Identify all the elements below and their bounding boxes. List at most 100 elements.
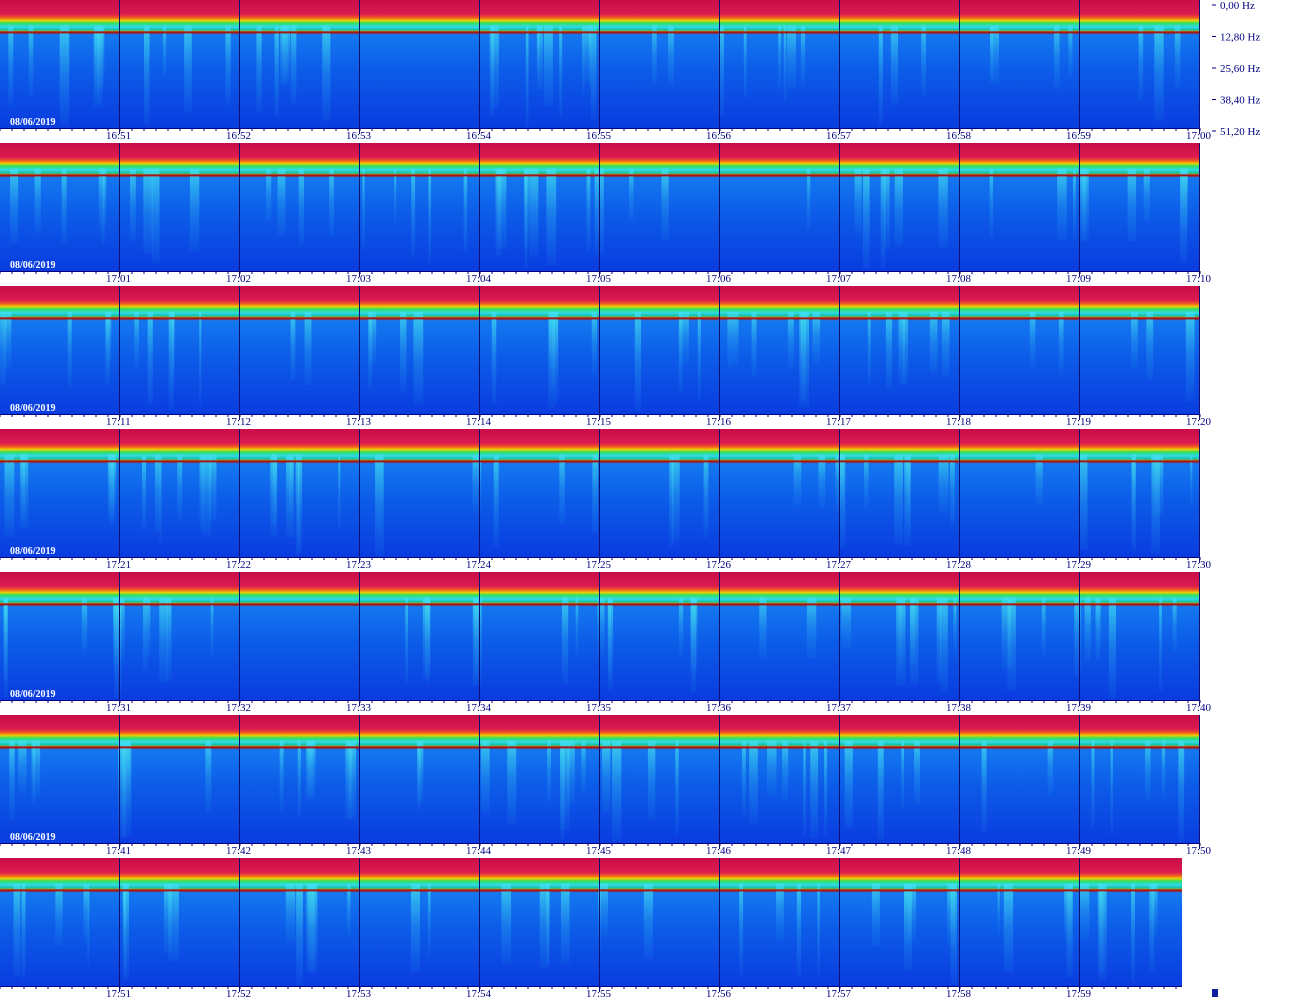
time-label: 17:09 bbox=[1066, 273, 1092, 285]
spectral-streak bbox=[775, 883, 784, 941]
spectral-streak bbox=[410, 883, 420, 974]
spectral-streak bbox=[547, 740, 551, 804]
time-label: 17:27 bbox=[826, 559, 852, 571]
spectral-streak bbox=[529, 168, 539, 257]
spectral-streak bbox=[1057, 168, 1067, 240]
spectral-streak bbox=[1074, 597, 1081, 676]
spectral-streak bbox=[906, 454, 911, 524]
time-label: 16:59 bbox=[1066, 130, 1092, 142]
spectral-streak bbox=[871, 883, 880, 946]
spectral-streak bbox=[667, 25, 674, 86]
spectral-streak bbox=[914, 740, 921, 805]
spectral-streak bbox=[417, 740, 421, 809]
spectral-streak bbox=[427, 883, 431, 957]
spectral-streak bbox=[474, 597, 479, 680]
spectral-streak bbox=[394, 168, 397, 223]
spectral-streak bbox=[1053, 25, 1060, 89]
spectral-streak bbox=[1029, 311, 1036, 368]
spectral-streak bbox=[607, 597, 614, 690]
time-label: 16:56 bbox=[706, 130, 732, 142]
spectral-streak bbox=[177, 454, 183, 519]
time-label: 16:53 bbox=[346, 130, 372, 142]
spectral-streak bbox=[205, 740, 212, 813]
spectral-streak bbox=[308, 883, 318, 972]
spectral-streak bbox=[1097, 597, 1101, 659]
spectral-streak bbox=[424, 597, 431, 683]
spectral-streak bbox=[812, 311, 821, 364]
spectral-streak bbox=[743, 25, 747, 98]
time-label: 17:43 bbox=[346, 845, 372, 857]
time-label: 17:06 bbox=[706, 273, 732, 285]
spectral-streak bbox=[491, 311, 497, 405]
spectral-streak bbox=[629, 168, 634, 221]
spectral-streak bbox=[524, 168, 528, 270]
date-label: 08/06/2019 bbox=[10, 832, 56, 843]
time-label: 16:51 bbox=[106, 130, 131, 142]
spectral-streak bbox=[864, 454, 869, 508]
spectral-streak bbox=[778, 25, 782, 89]
spectral-streak bbox=[806, 597, 817, 659]
time-label: 17:30 bbox=[1186, 559, 1212, 571]
spectral-streak bbox=[59, 25, 70, 127]
spectral-streak bbox=[741, 740, 746, 815]
spectral-streak bbox=[134, 311, 139, 369]
spectral-streak bbox=[1079, 454, 1088, 551]
spectral-streak bbox=[1138, 25, 1144, 100]
spectral-streak bbox=[878, 25, 883, 126]
spectral-streak bbox=[560, 740, 570, 830]
time-label: 17:12 bbox=[226, 416, 251, 428]
spectral-streak bbox=[0, 311, 7, 387]
spectral-streak bbox=[154, 454, 160, 532]
frequency-label: 0,00 Hz bbox=[1220, 0, 1255, 12]
time-label: 17:21 bbox=[106, 559, 131, 571]
spectral-streak bbox=[147, 311, 153, 406]
spectral-streak bbox=[81, 597, 88, 655]
spectral-streak bbox=[1143, 168, 1150, 222]
spectral-streak bbox=[256, 25, 262, 112]
spectral-streak bbox=[167, 597, 172, 682]
spectral-streak bbox=[894, 454, 903, 545]
spectral-streak bbox=[546, 168, 557, 266]
spectral-streak bbox=[584, 25, 592, 83]
spectral-streak bbox=[4, 454, 15, 538]
spectral-streak bbox=[129, 168, 136, 242]
time-label: 17:33 bbox=[346, 702, 372, 714]
spectral-streak bbox=[1146, 311, 1154, 380]
spectral-streak bbox=[669, 454, 674, 548]
spectral-streak bbox=[507, 740, 517, 823]
time-label: 17:38 bbox=[946, 702, 972, 714]
time-label: 17:14 bbox=[466, 416, 492, 428]
spectral-streak bbox=[582, 25, 585, 96]
spectral-streak bbox=[116, 597, 125, 663]
spectral-streak bbox=[346, 883, 351, 936]
time-label: 17:54 bbox=[466, 988, 492, 1000]
spectral-streak bbox=[369, 311, 377, 367]
spectral-streak bbox=[1161, 740, 1166, 799]
time-label: 17:52 bbox=[226, 988, 251, 1000]
date-label: 08/06/2019 bbox=[10, 403, 56, 414]
spectral-streak bbox=[297, 740, 301, 817]
spectral-streak bbox=[1154, 454, 1164, 518]
spectral-streak bbox=[782, 740, 789, 802]
spectral-streak bbox=[844, 740, 853, 830]
spectral-streak bbox=[990, 25, 999, 85]
spectral-streak bbox=[800, 25, 806, 86]
spectral-streak bbox=[338, 454, 341, 529]
spectral-streak bbox=[400, 311, 407, 392]
spectral-streak bbox=[732, 311, 739, 366]
spectrogram-panel bbox=[0, 858, 1182, 986]
spectral-streak bbox=[428, 168, 432, 265]
spectral-streak bbox=[345, 740, 353, 820]
spectral-streak bbox=[159, 597, 168, 684]
spectral-streak bbox=[759, 597, 767, 659]
spectral-streak bbox=[472, 454, 482, 511]
time-label: 17:42 bbox=[226, 845, 251, 857]
spectral-streak bbox=[411, 168, 416, 258]
spectral-streak bbox=[1180, 168, 1188, 228]
time-label: 17:32 bbox=[226, 702, 251, 714]
date-label: 08/06/2019 bbox=[10, 117, 56, 128]
spectral-streak bbox=[824, 740, 828, 836]
spectral-streak bbox=[883, 168, 890, 249]
spectral-streak bbox=[559, 25, 563, 118]
spectral-streak bbox=[375, 454, 384, 557]
